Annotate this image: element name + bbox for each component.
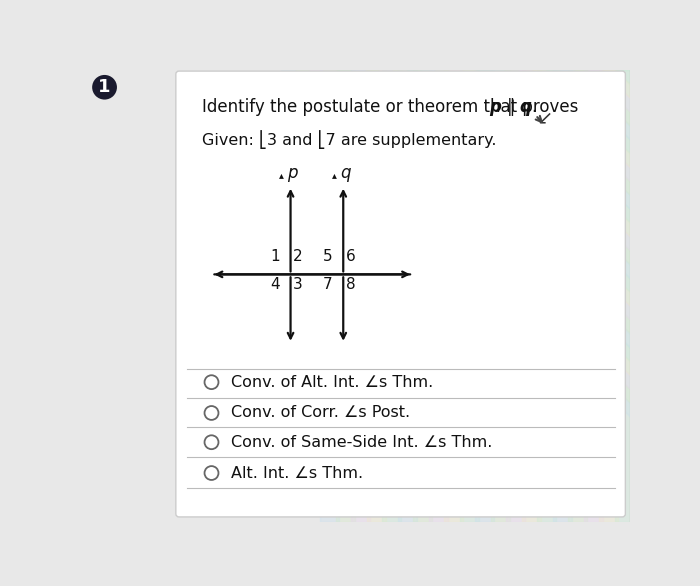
- Polygon shape: [658, 70, 700, 522]
- Polygon shape: [599, 70, 618, 522]
- Text: 1: 1: [98, 79, 111, 96]
- Polygon shape: [398, 70, 417, 522]
- Text: q: q: [340, 163, 351, 182]
- Polygon shape: [351, 70, 370, 522]
- Polygon shape: [630, 70, 700, 522]
- Text: p: p: [288, 163, 298, 182]
- Polygon shape: [574, 70, 700, 522]
- Polygon shape: [379, 70, 700, 522]
- Polygon shape: [588, 70, 700, 522]
- Text: Given: ⎣3 and ⎣7 are supplementary.: Given: ⎣3 and ⎣7 are supplementary.: [202, 130, 497, 149]
- Polygon shape: [365, 70, 700, 522]
- Polygon shape: [463, 70, 700, 522]
- Polygon shape: [382, 70, 401, 522]
- Polygon shape: [533, 70, 700, 522]
- Polygon shape: [449, 70, 700, 522]
- Polygon shape: [644, 70, 700, 522]
- Text: Identify the postulate or theorem that proves: Identify the postulate or theorem that p…: [202, 98, 584, 116]
- Polygon shape: [407, 70, 700, 522]
- Text: $\blacktriangle$: $\blacktriangle$: [278, 172, 285, 182]
- Polygon shape: [630, 70, 692, 522]
- Polygon shape: [477, 70, 700, 522]
- Polygon shape: [393, 70, 700, 522]
- Polygon shape: [505, 70, 700, 522]
- Text: 4: 4: [270, 277, 280, 292]
- Polygon shape: [584, 70, 603, 522]
- Polygon shape: [630, 70, 700, 522]
- Polygon shape: [630, 70, 645, 522]
- Polygon shape: [323, 70, 700, 522]
- Text: Alt. Int. ∠s Thm.: Alt. Int. ∠s Thm.: [231, 465, 363, 481]
- Polygon shape: [630, 70, 661, 522]
- Text: 3: 3: [293, 277, 302, 292]
- Polygon shape: [281, 70, 700, 522]
- Text: ↙: ↙: [537, 108, 553, 128]
- Polygon shape: [630, 70, 700, 522]
- FancyBboxPatch shape: [176, 71, 625, 517]
- Polygon shape: [491, 70, 700, 522]
- Polygon shape: [435, 70, 700, 522]
- Polygon shape: [459, 70, 479, 522]
- Polygon shape: [337, 70, 700, 522]
- Polygon shape: [615, 70, 630, 522]
- Text: 7: 7: [323, 277, 332, 292]
- Polygon shape: [616, 70, 700, 522]
- Polygon shape: [428, 70, 448, 522]
- Polygon shape: [475, 70, 494, 522]
- Text: Conv. of Corr. ∠s Post.: Conv. of Corr. ∠s Post.: [231, 406, 410, 421]
- Text: 5: 5: [323, 248, 332, 264]
- Polygon shape: [630, 70, 700, 522]
- Text: $\bfit{p}$ $\|$ $\bfit{q}$.: $\bfit{p}$ $\|$ $\bfit{q}$.: [489, 96, 538, 118]
- Circle shape: [92, 75, 117, 100]
- Polygon shape: [506, 70, 526, 522]
- Polygon shape: [491, 70, 510, 522]
- Polygon shape: [351, 70, 700, 522]
- Text: Conv. of Alt. Int. ∠s Thm.: Conv. of Alt. Int. ∠s Thm.: [231, 374, 433, 390]
- Polygon shape: [320, 70, 340, 522]
- Polygon shape: [546, 70, 700, 522]
- Polygon shape: [413, 70, 433, 522]
- Text: 8: 8: [346, 277, 355, 292]
- Polygon shape: [522, 70, 541, 522]
- Text: 2: 2: [293, 248, 302, 264]
- Polygon shape: [568, 70, 587, 522]
- Text: $\blacktriangle$: $\blacktriangle$: [330, 172, 337, 182]
- Polygon shape: [421, 70, 700, 522]
- Polygon shape: [335, 70, 355, 522]
- Polygon shape: [295, 70, 700, 522]
- Polygon shape: [367, 70, 386, 522]
- Text: 6: 6: [346, 248, 356, 264]
- Text: 1: 1: [270, 248, 280, 264]
- Polygon shape: [630, 70, 676, 522]
- Polygon shape: [630, 70, 700, 522]
- Polygon shape: [552, 70, 572, 522]
- Polygon shape: [672, 70, 700, 522]
- Polygon shape: [519, 70, 700, 522]
- Polygon shape: [537, 70, 556, 522]
- Polygon shape: [309, 70, 700, 522]
- Polygon shape: [686, 70, 700, 522]
- Text: Conv. of Same-Side Int. ∠s Thm.: Conv. of Same-Side Int. ∠s Thm.: [231, 435, 492, 449]
- Polygon shape: [560, 70, 700, 522]
- Polygon shape: [444, 70, 463, 522]
- Polygon shape: [630, 70, 700, 522]
- Polygon shape: [602, 70, 700, 522]
